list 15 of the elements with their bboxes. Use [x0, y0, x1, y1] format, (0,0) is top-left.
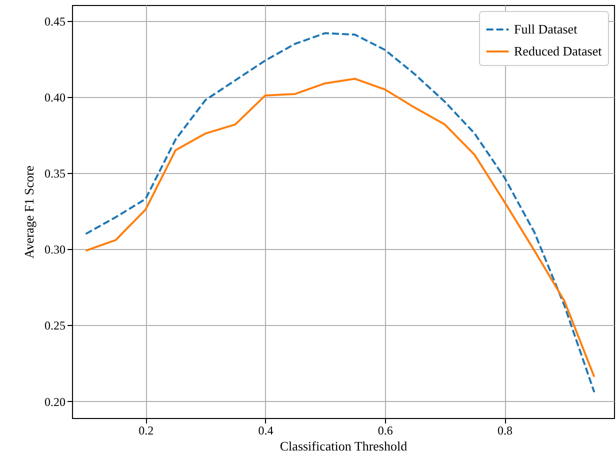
legend-label: Reduced Dataset — [514, 44, 602, 58]
y-tick-label: 0.45 — [44, 14, 66, 28]
y-tick-label: 0.30 — [44, 242, 66, 257]
y-tick-label: 0.40 — [44, 90, 66, 105]
x-axis-title: Classification Threshold — [280, 438, 408, 454]
y-tick-label: 0.20 — [44, 394, 66, 409]
x-tick-label: 0.6 — [378, 424, 393, 438]
y-tick-label: 0.35 — [44, 166, 66, 181]
x-tick-label: 0.2 — [138, 424, 154, 438]
line-series — [84, 78, 596, 378]
y-axis-title: Average F1 Score — [22, 165, 36, 258]
x-tick-label: 0.4 — [258, 424, 274, 438]
y-tick-label: 0.25 — [44, 318, 66, 333]
legend-label: Full Dataset — [514, 22, 578, 36]
x-tick-label: 0.8 — [498, 424, 513, 438]
